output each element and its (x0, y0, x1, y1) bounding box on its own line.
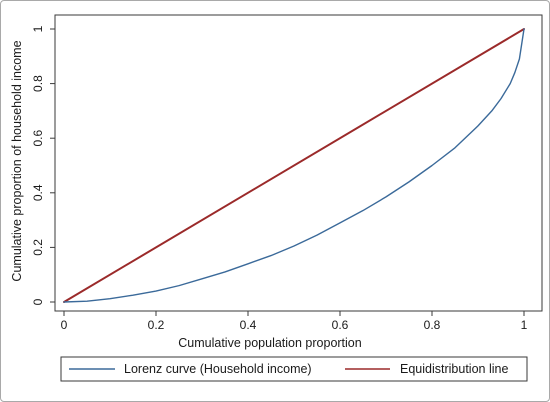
series-layer (63, 28, 525, 303)
legend: Lorenz curve (Household income) Equidist… (60, 356, 528, 382)
y-tick-label: 0 (31, 298, 45, 305)
x-tick-label: 0.8 (424, 318, 441, 332)
y-tick-label: 0.8 (31, 75, 45, 92)
lorenz-curve-line (63, 28, 525, 303)
legend-box (60, 356, 528, 382)
y-axis: 0 0.2 0.4 0.6 0.8 1 (31, 25, 55, 305)
y-tick-label: 0.4 (31, 184, 45, 201)
x-axis: 0 0.2 0.4 0.6 0.8 1 (61, 311, 528, 332)
x-tick-label: 0.2 (148, 318, 165, 332)
x-tick-label: 0.6 (332, 318, 349, 332)
legend-label-lorenz: Lorenz curve (Household income) (124, 362, 312, 376)
x-tick-label: 1 (521, 318, 528, 332)
y-tick-label: 0.6 (31, 130, 45, 147)
y-tick-label: 1 (31, 25, 45, 32)
x-axis-title: Cumulative population proportion (178, 336, 361, 350)
y-tick-label: 0.2 (31, 239, 45, 256)
legend-label-equidistribution: Equidistribution line (400, 362, 508, 376)
x-tick-label: 0.4 (240, 318, 257, 332)
equidistribution-line (63, 28, 525, 303)
y-axis-title: Cumulative proportion of household incom… (10, 40, 24, 281)
x-tick-label: 0 (61, 318, 68, 332)
